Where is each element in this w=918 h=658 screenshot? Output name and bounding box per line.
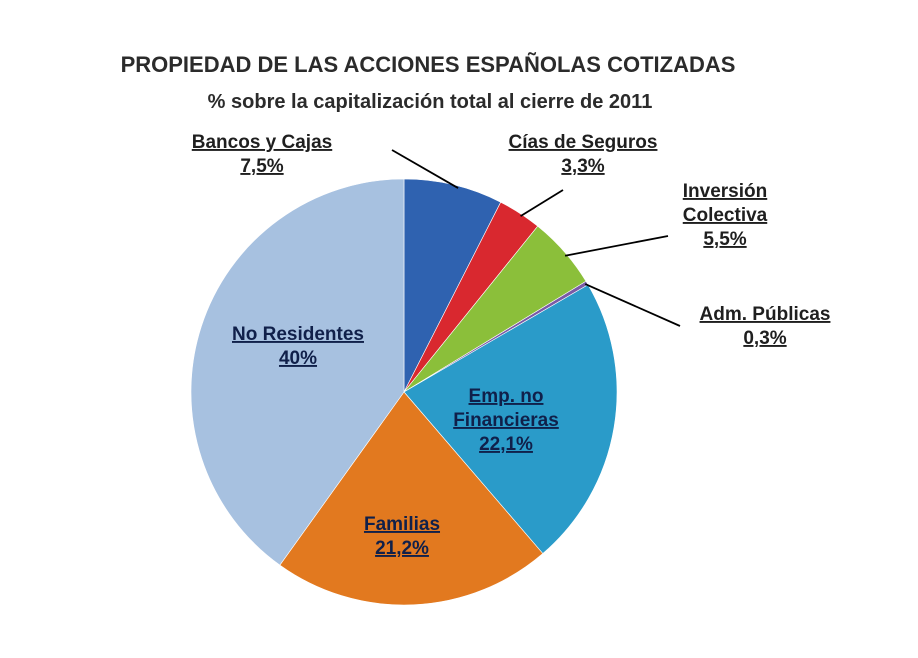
- leader-line-inversion: [564, 235, 669, 257]
- pie-slices: [190, 178, 618, 606]
- slice-label-noresidentes: No Residentes 40%: [232, 324, 364, 369]
- slice-label-familias: Familias 21,2%: [364, 514, 440, 559]
- slice-label-adm: Adm. Públicas 0,3%: [700, 304, 831, 349]
- leader-line-adm: [584, 283, 681, 327]
- chart-subtitle: % sobre la capitalización total al cierr…: [208, 91, 653, 113]
- leader-line-seguros: [520, 189, 564, 217]
- slice-labels: Bancos y Cajas 7,5% Cías de Seguros 3,3% Inv…: [192, 132, 831, 559]
- slice-label-inversion: Inversión Colectiva 5,5%: [683, 181, 768, 250]
- slice-label-empresas: Emp. no Financieras 22,1%: [453, 386, 559, 455]
- slice-label-bancos: Bancos y Cajas 7,5%: [192, 132, 332, 177]
- slice-label-seguros: Cías de Seguros 3,3%: [509, 132, 658, 177]
- pie-slice-empresas: [403, 284, 618, 554]
- leader-line-bancos: [391, 149, 459, 189]
- pie-slice-familias: [279, 391, 544, 606]
- chart-title: PROPIEDAD DE LAS ACCIONES ESPAÑOLAS COTI…: [121, 52, 736, 77]
- leader-lines: [391, 149, 681, 327]
- pie-slice-noresidentes: [190, 178, 405, 566]
